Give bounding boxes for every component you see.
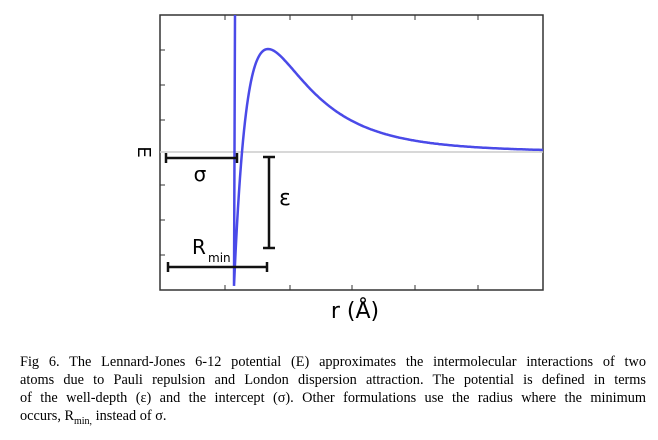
caption: Fig 6. The Lennard-Jones 6-12 potential …: [20, 353, 646, 431]
figure: σ ε R min E r (Å): [133, 14, 544, 324]
sigma-label: σ: [194, 162, 207, 186]
epsilon-label: ε: [279, 186, 291, 211]
caption-line: occurs, Rmin, instead of σ.: [20, 407, 646, 431]
x-axis-label: r (Å): [331, 297, 379, 324]
caption-line: Fig 6. The Lennard-Jones 6-12 potential …: [20, 354, 646, 370]
caption-line: atoms due to Pauli repulsion and London …: [20, 372, 646, 388]
rmin-label: R: [192, 235, 206, 259]
caption-subscript: min,: [74, 415, 93, 427]
caption-text: occurs, R: [20, 408, 74, 424]
caption-text: instead of σ.: [92, 408, 167, 424]
rmin-subscript: min: [208, 251, 231, 265]
markers: [164, 153, 275, 272]
axis-ticks: [160, 15, 479, 290]
y-axis-label: E: [133, 146, 154, 157]
caption-line: of the well-depth (ε) and the intercept …: [20, 390, 646, 406]
potential-curve: [232, 14, 543, 286]
